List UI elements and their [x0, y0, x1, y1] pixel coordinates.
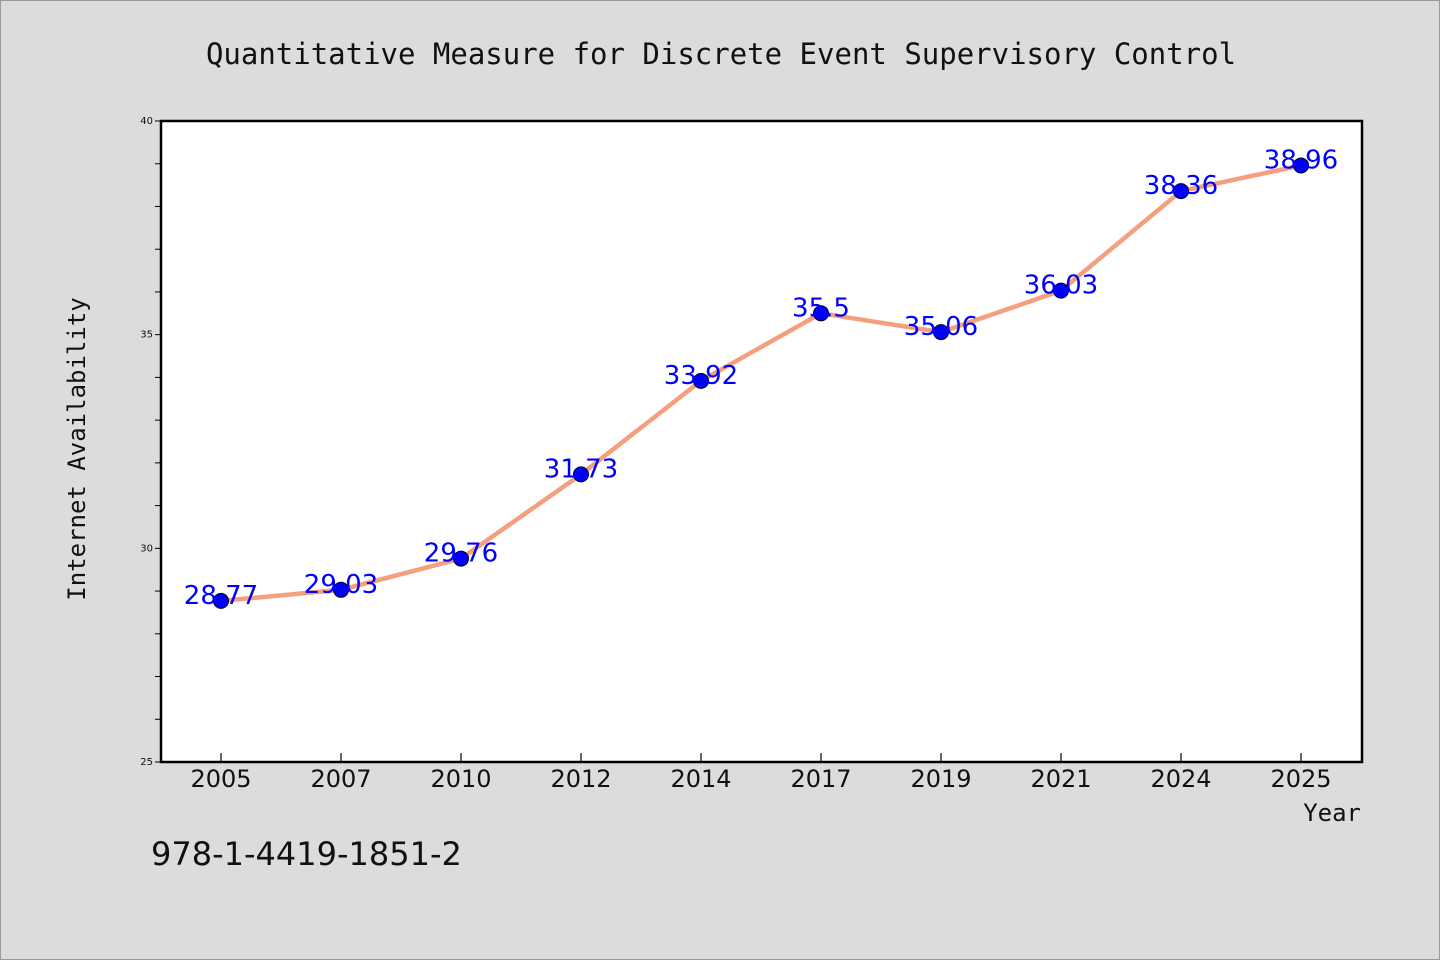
x-tick-label: 2025: [1270, 765, 1331, 793]
x-tick-label: 2012: [550, 765, 611, 793]
data-point: [1173, 183, 1189, 200]
y-tick-label: 25: [140, 757, 153, 768]
data-label: 28.77: [184, 581, 258, 611]
data-label: 29.76: [424, 539, 498, 569]
plot-border: [159, 119, 1364, 764]
plot-area: [161, 121, 1362, 762]
data-point: [933, 324, 949, 341]
x-tick-label: 2021: [1030, 765, 1091, 793]
data-point: [573, 466, 589, 483]
data-label: 33.92: [664, 361, 738, 391]
data-point: [333, 581, 349, 598]
data-label: 38.96: [1264, 145, 1338, 175]
y-tick-labels: 25 30 35 40: [140, 116, 153, 768]
data-label: 35.06: [904, 312, 978, 342]
data-point: [813, 305, 829, 322]
data-labels: 28.77 29.03 29.76 31.73 33.92 35.5 35.06 36.03 3…: [184, 145, 1338, 610]
x-axis-label: Year: [1303, 799, 1361, 827]
isbn-footer: 978-1-4419-1851-2: [151, 835, 462, 873]
y-tick-label: 30: [140, 543, 153, 554]
x-tick-label: 2019: [910, 765, 971, 793]
series-markers: [213, 157, 1309, 609]
data-point: [1053, 282, 1069, 299]
y-axis-label: Internet Availability: [63, 297, 91, 600]
x-tick-labels: 2005 2007 2010 2012 2014 2017 2019 2021 2024 2025: [190, 765, 1331, 793]
x-ticks: [220, 753, 1302, 762]
data-point: [693, 372, 709, 389]
series-line: [220, 163, 1302, 604]
y-tick-label: 40: [140, 116, 153, 127]
x-tick-label: 2010: [430, 765, 491, 793]
data-point: [453, 550, 469, 567]
x-tick-label: 2005: [190, 765, 251, 793]
data-point: [1293, 157, 1309, 174]
x-tick-label: 2017: [790, 765, 851, 793]
data-label: 38.36: [1144, 171, 1218, 201]
data-label: 31.73: [544, 454, 618, 484]
data-label: 29.03: [304, 570, 378, 600]
x-tick-label: 2014: [670, 765, 731, 793]
data-label: 36.03: [1024, 271, 1098, 301]
x-tick-label: 2007: [310, 765, 371, 793]
chart-title: Quantitative Measure for Discrete Event …: [206, 37, 1236, 71]
data-point: [213, 592, 229, 609]
x-tick-label: 2024: [1150, 765, 1211, 793]
data-label: 35.5: [792, 293, 850, 323]
y-tick-label: 35: [140, 330, 153, 341]
